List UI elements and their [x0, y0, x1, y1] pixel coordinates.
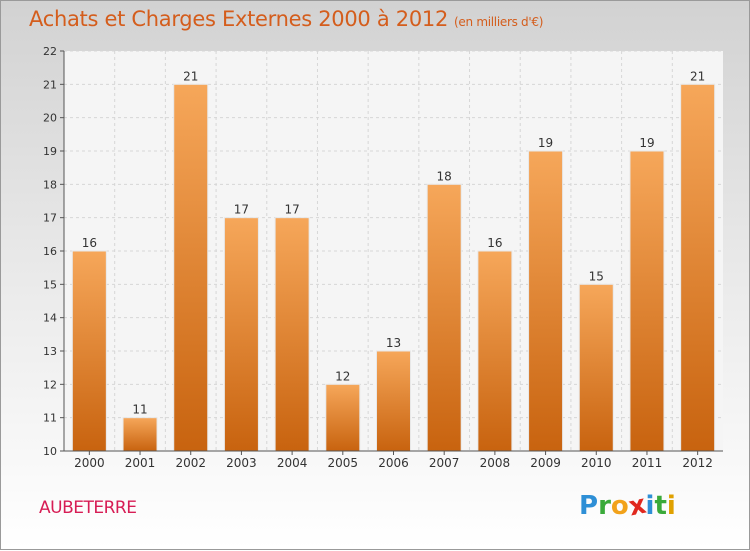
x-tick-label: 2007 — [429, 456, 460, 470]
bar — [71, 250, 107, 452]
bar — [477, 250, 513, 452]
y-tick-label: 15 — [43, 278, 57, 291]
proxiti-logo: Proxiti — [579, 490, 676, 523]
bar — [629, 150, 665, 452]
commune-name: AUBETERRE — [39, 498, 137, 518]
logo-letter: r — [598, 491, 611, 521]
bar — [122, 417, 158, 452]
unit-subtitle: (en milliers d'€) — [454, 15, 544, 29]
y-tick-label: 17 — [43, 212, 57, 225]
data-label: 21 — [183, 69, 198, 83]
data-label: 19 — [538, 136, 553, 150]
data-label: 21 — [690, 69, 705, 83]
data-label: 16 — [82, 236, 97, 250]
bar — [325, 383, 361, 452]
y-tick-label: 14 — [43, 312, 57, 325]
logo-letter: P — [579, 491, 599, 521]
x-tick-label: 2004 — [277, 456, 308, 470]
title-text: Achats et Charges Externes 2000 à 2012 — [29, 7, 449, 31]
x-tick-label: 2000 — [74, 456, 105, 470]
x-tick-label: 2005 — [328, 456, 359, 470]
y-tick-label: 10 — [43, 445, 57, 458]
data-label: 17 — [284, 203, 299, 217]
x-tick-label: 2008 — [480, 456, 511, 470]
y-tick-label: 21 — [43, 78, 57, 91]
data-label: 17 — [234, 203, 249, 217]
x-tick-label: 2006 — [378, 456, 409, 470]
logo-letter: i — [666, 491, 676, 521]
data-label: 12 — [335, 369, 350, 383]
y-tick-label: 20 — [43, 112, 57, 125]
logo-letter: o — [610, 491, 629, 521]
logo-letter: i — [645, 491, 655, 521]
logo-letter: t — [654, 491, 667, 521]
data-label: 11 — [132, 403, 147, 417]
x-tick-label: 2011 — [632, 456, 663, 470]
x-tick-label: 2012 — [682, 456, 713, 470]
data-label: 13 — [386, 336, 401, 350]
bar — [528, 150, 564, 452]
bar — [680, 83, 716, 452]
y-tick-label: 22 — [43, 45, 57, 58]
x-tick-label: 2003 — [226, 456, 257, 470]
bar — [376, 350, 411, 452]
y-tick-label: 18 — [43, 178, 57, 191]
y-tick-label: 12 — [43, 378, 57, 391]
chart-title: Achats et Charges Externes 2000 à 2012 (e… — [29, 7, 543, 31]
bar — [173, 83, 209, 452]
data-label: 19 — [639, 136, 654, 150]
bar — [426, 183, 462, 452]
y-tick-label: 11 — [43, 412, 57, 425]
y-tick-label: 19 — [43, 145, 57, 158]
data-label: 16 — [487, 236, 502, 250]
data-label: 15 — [589, 269, 604, 283]
bar — [274, 217, 310, 452]
x-tick-label: 2009 — [530, 456, 561, 470]
bar — [223, 217, 259, 452]
x-tick-label: 2001 — [125, 456, 156, 470]
bar — [578, 283, 614, 452]
x-tick-label: 2002 — [175, 456, 206, 470]
y-tick-label: 13 — [43, 345, 57, 358]
data-label: 18 — [437, 169, 452, 183]
y-tick-label: 16 — [43, 245, 57, 258]
x-tick-label: 2010 — [581, 456, 612, 470]
